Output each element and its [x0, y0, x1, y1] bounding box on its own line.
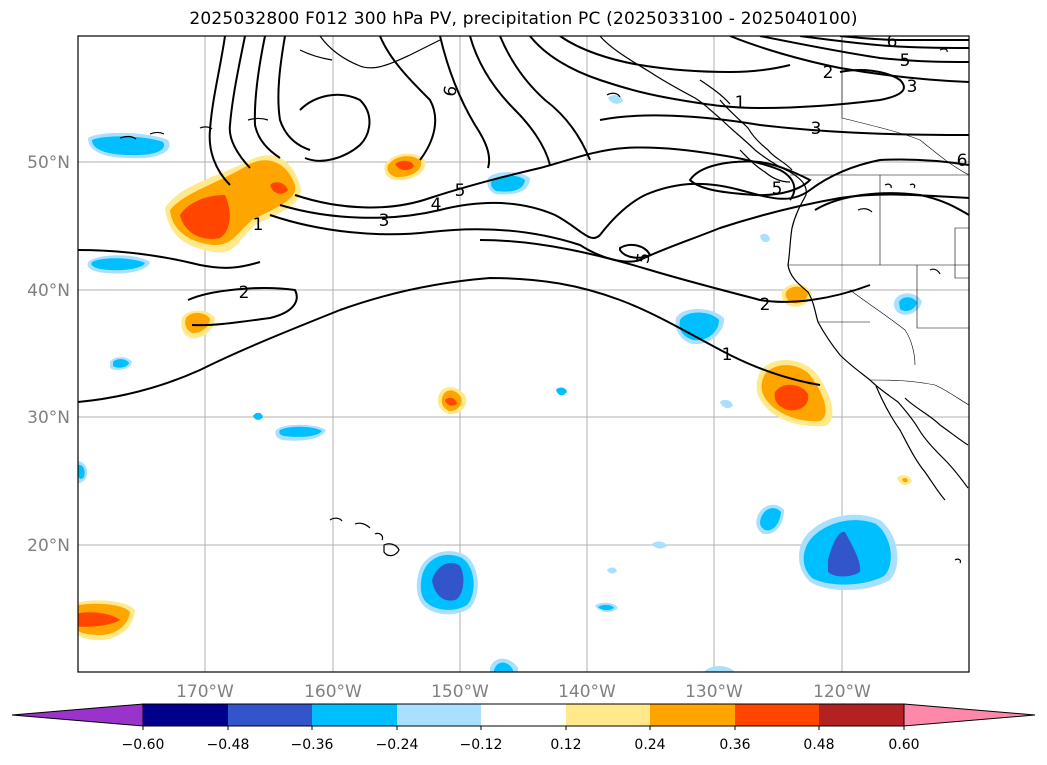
pv-label: 1	[253, 215, 264, 235]
colorbar: −0.60 −0.48 −0.36 −0.24 −0.12 0.12 0.24 …	[11, 703, 1036, 753]
lon-label-170w: 170°W	[176, 682, 234, 702]
lon-axis-labels: 170°W 160°W 150°W 140°W 130°W 120°W	[176, 682, 871, 702]
lon-label-160w: 160°W	[304, 682, 362, 702]
pv-label: 4	[431, 195, 442, 215]
pv-label: 1	[722, 345, 733, 365]
pv-label: 3	[907, 77, 918, 97]
colorbar-tick-label: 0.36	[719, 737, 750, 753]
colorbar-bin	[312, 704, 397, 726]
pv-label: 6	[957, 151, 968, 171]
pv-label: 5	[900, 51, 911, 71]
lat-label-30n: 30°N	[27, 408, 70, 428]
lon-label-120w: 120°W	[813, 682, 871, 702]
chart-title: 2025032800 F012 300 hPa PV, precipitatio…	[189, 9, 858, 29]
map-frame	[77, 35, 970, 673]
pv-label: 2	[760, 295, 771, 315]
colorbar-tick-label: 0.12	[550, 737, 581, 753]
colorbar-extend-low	[11, 703, 144, 727]
pv-label: 5	[633, 251, 655, 265]
lat-label-50n: 50°N	[27, 153, 70, 173]
colorbar-bin	[566, 704, 650, 726]
colorbar-bin	[397, 704, 481, 726]
colorbar-bin	[228, 704, 312, 726]
pv-label: 5	[455, 181, 466, 201]
pv-label: 2	[823, 63, 834, 83]
colorbar-tick-label: −0.12	[460, 737, 503, 753]
lon-label-140w: 140°W	[558, 682, 616, 702]
pv-label: 3	[379, 211, 390, 231]
lon-label-150w: 150°W	[431, 682, 489, 702]
pv-label: 5	[772, 179, 783, 199]
lat-axis-labels: 50°N 40°N 30°N 20°N	[27, 153, 70, 556]
colorbar-tick-label: 0.48	[803, 737, 834, 753]
pv-contours	[78, 36, 969, 403]
colorbar-bin	[650, 704, 735, 726]
colorbar-extend-high	[903, 703, 1036, 727]
lat-label-40n: 40°N	[27, 281, 70, 301]
pv-label: 1	[735, 93, 746, 113]
lat-label-20n: 20°N	[27, 536, 70, 556]
colorbar-tick-label: 0.24	[634, 737, 665, 753]
colorbar-tick-label: −0.24	[376, 737, 419, 753]
colorbar-tick-label: −0.48	[207, 737, 250, 753]
pv-label: 6	[440, 84, 462, 98]
pv-label: 2	[239, 283, 250, 303]
pv-label: 6	[887, 32, 898, 52]
pv-contour-labels: 6 5 4 3 2 1 1 2 1 3 2 3 5 6 5 6 5	[239, 32, 968, 365]
precip-anomaly-fills	[78, 95, 922, 672]
colorbar-tick-label: −0.60	[122, 737, 165, 753]
pv-label: 3	[811, 119, 822, 139]
colorbar-tick-label: 0.60	[888, 737, 919, 753]
colorbar-bin	[819, 704, 904, 726]
colorbar-bin	[143, 704, 228, 726]
colorbar-bin	[735, 704, 819, 726]
colorbar-tick-label: −0.36	[291, 737, 334, 753]
lon-label-130w: 130°W	[685, 682, 743, 702]
colorbar-bin	[481, 704, 566, 726]
colorbar-frame	[142, 703, 905, 727]
